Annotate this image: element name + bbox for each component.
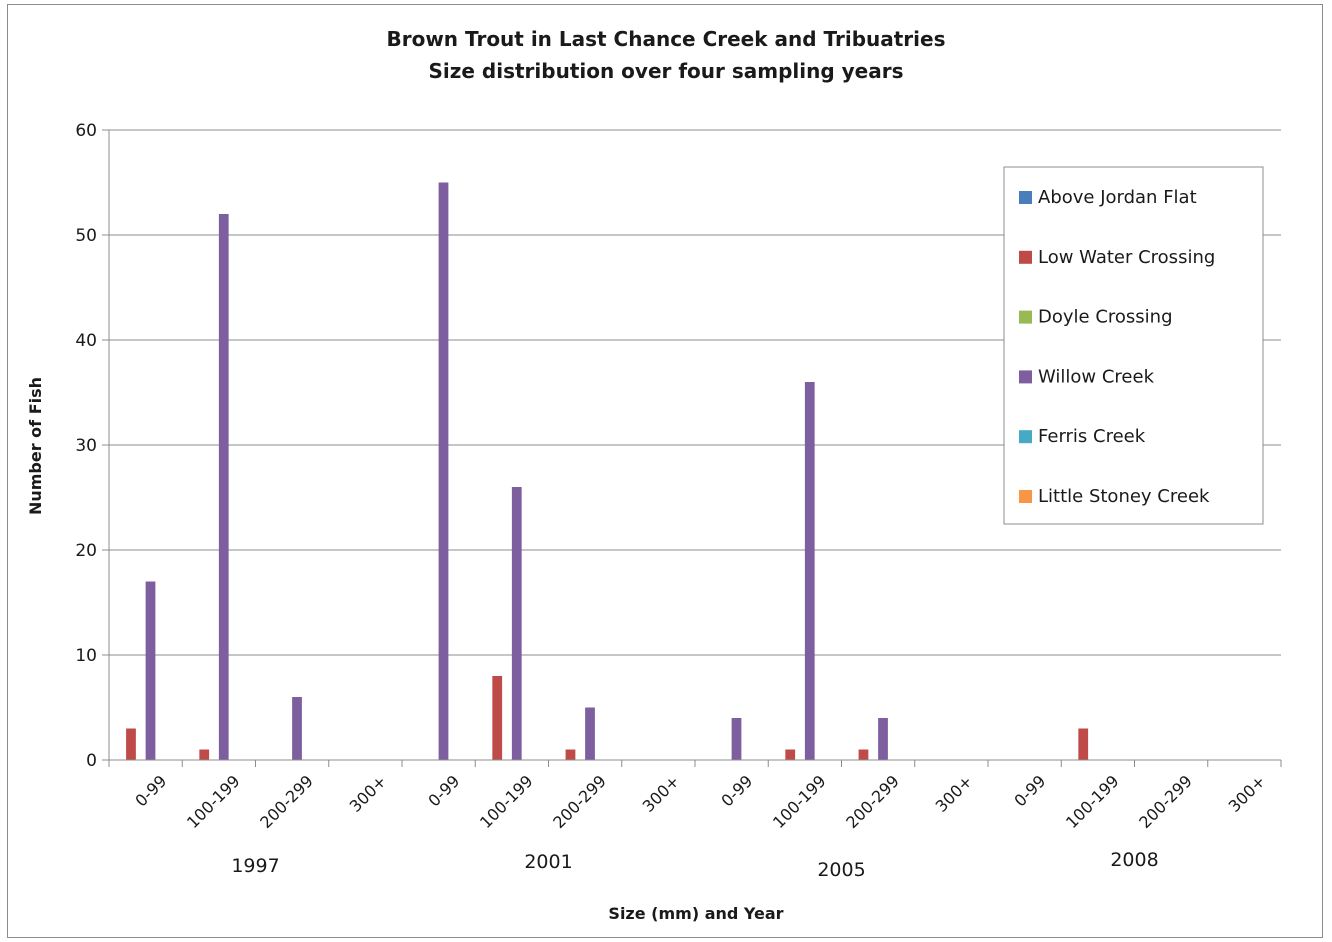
x-tick-label: 100-199: [183, 771, 244, 832]
legend-label: Little Stoney Creek: [1038, 486, 1210, 507]
bar: [199, 749, 210, 760]
legend-label: Doyle Crossing: [1038, 307, 1173, 328]
y-tick-label: 20: [75, 541, 97, 561]
bar: [511, 487, 522, 760]
bar: [585, 707, 595, 760]
bar: [878, 718, 888, 760]
x-tick-label: 200-299: [1135, 771, 1196, 832]
x-tick-label: 200-299: [549, 771, 610, 832]
bar: [292, 697, 302, 760]
legend-swatch: [1019, 370, 1032, 384]
y-tick-label: 0: [86, 751, 97, 771]
x-tick-labels: 0-99 100-199 200-299 300+ 0-99 100-199 200-299…: [131, 771, 1269, 832]
x-tick-label: 100-199: [476, 771, 537, 832]
x-tick-label: 100-199: [1062, 771, 1123, 832]
legend-label: Above Jordan Flat: [1038, 187, 1197, 208]
bar: [804, 382, 815, 760]
bars: [126, 182, 1089, 760]
legend-label: Ferris Creek: [1038, 426, 1146, 447]
legend-swatch: [1019, 250, 1032, 264]
x-tick-label: 300+: [346, 771, 391, 816]
y-tick-label: 50: [75, 226, 97, 246]
bar: [492, 676, 503, 760]
legend: Above Jordan Flat Low Water Crossing Doyle…: [1003, 166, 1264, 525]
legend-label: Low Water Crossing: [1038, 247, 1215, 268]
y-tick-label: 60: [75, 121, 97, 141]
bar: [1078, 728, 1089, 760]
y-axis-title: Number of Fish: [26, 377, 45, 515]
bar: [218, 214, 229, 760]
chart-title: Brown Trout in Last Chance Creek and Tri…: [386, 27, 945, 51]
bar: [565, 749, 576, 760]
bar: [438, 182, 449, 760]
bar: [731, 718, 742, 760]
legend-swatch: [1019, 430, 1032, 444]
year-group-labels: 1997 2001 2005 2008: [231, 849, 1158, 881]
legend-swatch: [1019, 191, 1032, 204]
y-tick-label: 10: [75, 646, 97, 666]
x-tick-label: 0-99: [131, 771, 170, 810]
year-label: 2008: [1110, 849, 1158, 871]
chart-subtitle: Size distribution over four sampling yea…: [428, 59, 903, 83]
x-tick-label: 0-99: [717, 771, 756, 810]
year-label: 1997: [231, 855, 279, 877]
bar: [126, 728, 136, 760]
x-tick-label: 200-299: [842, 771, 903, 832]
x-axis-title: Size (mm) and Year: [608, 904, 783, 923]
x-tick-label: 0-99: [424, 771, 463, 810]
legend-swatch: [1019, 490, 1032, 503]
y-tick-label: 40: [75, 331, 97, 351]
x-tick-label: 300+: [1225, 771, 1270, 816]
bar: [145, 581, 156, 760]
year-label: 2001: [524, 851, 572, 873]
year-label: 2005: [817, 859, 865, 881]
bar: [785, 749, 796, 760]
y-tick-label: 30: [75, 436, 97, 456]
x-tick-label: 200-299: [256, 771, 317, 832]
legend-label: Willow Creek: [1038, 366, 1155, 387]
y-tick-labels: 0 10 20 30 40 50 60: [75, 121, 97, 771]
axes: [108, 130, 1282, 767]
x-tick-label: 0-99: [1010, 771, 1049, 810]
legend-items: Above Jordan Flat Low Water Crossing Doyle…: [1019, 187, 1215, 507]
bar: [858, 749, 869, 760]
legend-box: [1003, 166, 1264, 525]
x-tick-label: 100-199: [769, 771, 830, 832]
x-tick-label: 300+: [932, 771, 977, 816]
legend-swatch: [1019, 310, 1032, 324]
x-tick-label: 300+: [639, 771, 684, 816]
